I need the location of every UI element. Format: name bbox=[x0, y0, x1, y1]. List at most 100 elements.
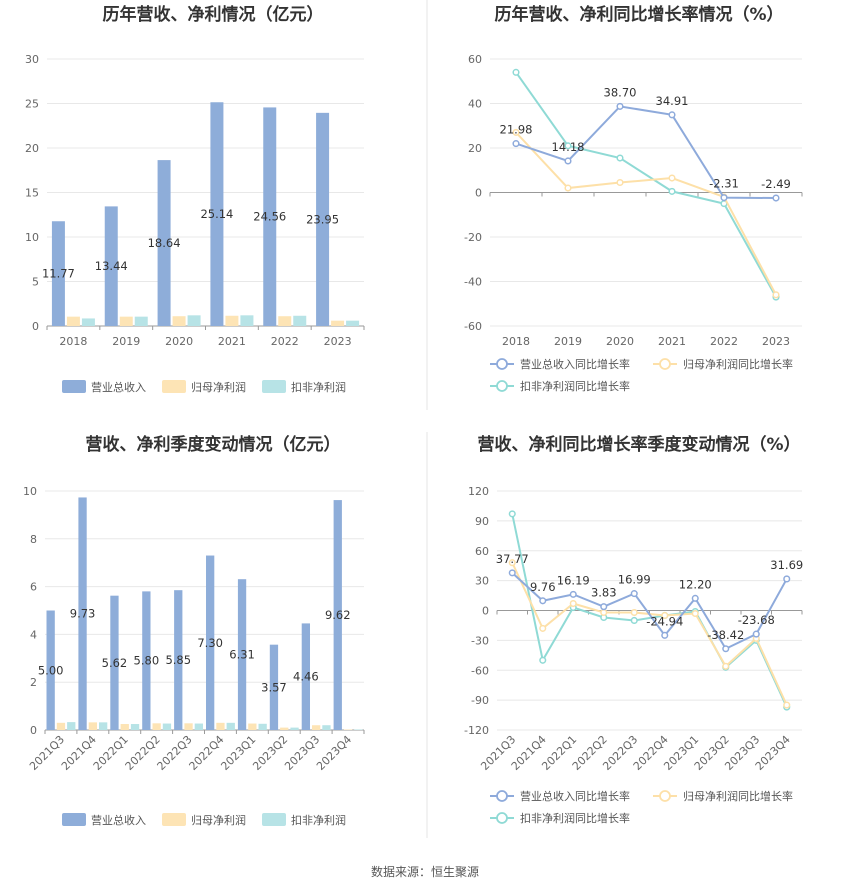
bar-revenue bbox=[316, 112, 330, 326]
data-label: 6.31 bbox=[229, 648, 255, 662]
data-point bbox=[569, 590, 577, 598]
bar-net-profit bbox=[331, 320, 345, 326]
series-line-net-profit bbox=[515, 131, 777, 296]
x-tick-label: 2022 bbox=[271, 335, 299, 348]
data-label: 5.80 bbox=[134, 654, 160, 668]
data-label: 3.83 bbox=[591, 586, 617, 600]
y-tick-label: 8 bbox=[30, 533, 37, 546]
legend-swatch bbox=[262, 813, 286, 826]
chart-4: 营收、净利同比增长率季度变动情况（%） -120 -90 -60 -30 0 30 60 90 1… bbox=[464, 434, 803, 825]
bar-revenue bbox=[333, 500, 342, 730]
legend-label: 营业总收入 bbox=[91, 813, 146, 827]
bar-deducted-profit bbox=[134, 316, 148, 326]
data-point bbox=[616, 178, 624, 187]
y-tick-label: 15 bbox=[25, 187, 39, 200]
data-point bbox=[539, 597, 547, 605]
data-label: 37.77 bbox=[496, 552, 529, 566]
data-label: 31.69 bbox=[770, 558, 803, 572]
y-tick-label: -120 bbox=[464, 724, 489, 737]
y-tick-label: 5 bbox=[32, 276, 39, 289]
y-tick-label: -60 bbox=[464, 320, 482, 333]
data-point bbox=[691, 609, 699, 618]
bar-revenue bbox=[142, 591, 151, 730]
data-point bbox=[512, 140, 520, 148]
bar-deducted-profit bbox=[293, 315, 307, 326]
bar-net-profit bbox=[66, 316, 80, 326]
bar-net-profit bbox=[280, 727, 289, 730]
data-label: 12.20 bbox=[679, 577, 712, 591]
data-point bbox=[508, 559, 516, 567]
legend-label: 归母净利润同比增长率 bbox=[683, 357, 793, 371]
legend-label: 营业总收入同比增长率 bbox=[520, 789, 630, 803]
y-tick-label: 120 bbox=[468, 485, 489, 498]
bar-revenue bbox=[110, 595, 119, 730]
data-label: 34.91 bbox=[656, 94, 689, 108]
y-tick-label: 90 bbox=[475, 515, 489, 528]
y-tick-label: -60 bbox=[471, 664, 489, 677]
data-point bbox=[772, 291, 780, 299]
legend-marker bbox=[659, 358, 671, 370]
y-tick-label: 6 bbox=[30, 581, 37, 594]
data-source: 数据来源：恒生聚源 bbox=[371, 864, 479, 879]
y-tick-label: 0 bbox=[482, 605, 489, 618]
data-label: 38.70 bbox=[604, 85, 637, 99]
bar-deducted-profit bbox=[346, 320, 360, 326]
data-label: 9.62 bbox=[325, 608, 351, 622]
legend-marker bbox=[496, 358, 508, 370]
x-tick-label: 2018 bbox=[59, 335, 87, 348]
data-point bbox=[616, 102, 624, 110]
data-point bbox=[512, 128, 520, 136]
bar-deducted-profit bbox=[67, 722, 76, 730]
data-point bbox=[720, 194, 728, 202]
legend-label: 归母净利润 bbox=[191, 380, 246, 394]
legend-label: 扣非净利润同比增长率 bbox=[520, 379, 630, 393]
data-label: 25.14 bbox=[200, 207, 233, 221]
y-tick-label: -20 bbox=[464, 231, 482, 244]
y-tick-label: 10 bbox=[23, 485, 37, 498]
bar-deducted-profit bbox=[194, 723, 203, 730]
bar-net-profit bbox=[184, 723, 193, 730]
legend-label: 归母净利润 bbox=[191, 813, 246, 827]
data-label: 24.56 bbox=[253, 210, 286, 224]
data-label: -24.94 bbox=[646, 614, 683, 628]
data-label: -23.68 bbox=[738, 613, 775, 627]
data-point bbox=[564, 157, 572, 165]
bar-deducted-profit bbox=[322, 725, 331, 730]
data-point bbox=[600, 608, 608, 617]
y-tick-label: 30 bbox=[475, 575, 489, 588]
y-tick-label: 0 bbox=[30, 724, 37, 737]
bar-revenue bbox=[206, 555, 215, 730]
y-tick-label: 60 bbox=[468, 53, 482, 66]
data-point bbox=[630, 608, 638, 617]
bar-deducted-profit bbox=[130, 724, 140, 730]
series-line-deducted-profit bbox=[511, 513, 788, 708]
bar-revenue bbox=[157, 160, 171, 326]
data-label: 11.77 bbox=[42, 267, 75, 281]
y-tick-label: 20 bbox=[25, 142, 39, 155]
bar-net-profit bbox=[120, 724, 129, 730]
chart-title: 营收、净利季度变动情况（亿元） bbox=[86, 434, 341, 455]
legend-swatch bbox=[62, 380, 86, 393]
data-point bbox=[616, 154, 624, 162]
y-tick-label: 0 bbox=[32, 320, 39, 333]
x-tick-label: 2018 bbox=[502, 335, 530, 348]
data-label: -2.49 bbox=[761, 177, 791, 191]
data-point bbox=[752, 630, 760, 638]
x-tick-label: 2020 bbox=[606, 335, 634, 348]
chart-3: 营收、净利季度变动情况（亿元）02468102021Q32021Q42022Q1… bbox=[23, 434, 365, 827]
legend-swatch bbox=[62, 813, 86, 826]
legend-label: 营业总收入同比增长率 bbox=[520, 357, 630, 371]
data-label: 4.46 bbox=[293, 670, 319, 684]
x-tick-label: 2022 bbox=[710, 335, 738, 348]
legend-marker bbox=[659, 790, 671, 802]
data-point bbox=[772, 194, 780, 202]
y-tick-label: -90 bbox=[471, 694, 489, 707]
data-label: 23.95 bbox=[306, 212, 339, 226]
bar-deducted-profit bbox=[240, 315, 254, 326]
data-point bbox=[539, 624, 547, 632]
series-line-revenue bbox=[515, 105, 777, 200]
data-point bbox=[668, 187, 676, 195]
data-point bbox=[661, 611, 669, 620]
data-point bbox=[564, 184, 572, 192]
